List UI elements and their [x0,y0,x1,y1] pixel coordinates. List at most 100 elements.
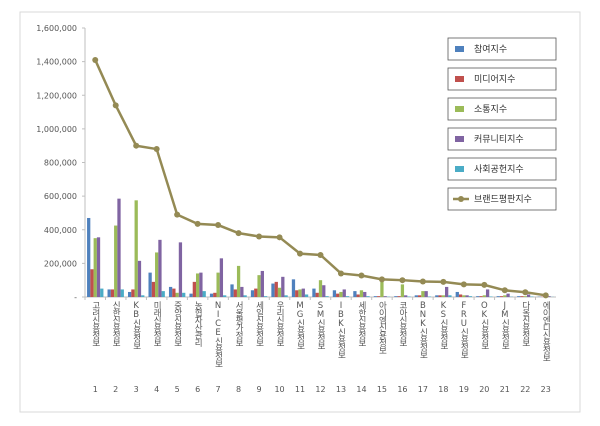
x-tick-label: 우리신용정보 [275,301,285,346]
line-marker [420,279,426,285]
bar [100,289,103,297]
legend-label: 커뮤니티지수 [474,134,524,145]
rank-label: 15 [377,385,387,394]
legend-label: 미디어지수 [474,74,515,85]
bar [138,261,141,297]
x-tick-label: 고려신용정보 [90,301,100,346]
bar [135,200,138,297]
bar [193,282,196,297]
bar [281,277,284,297]
rank-label: 3 [134,385,139,394]
x-tick-label: OK신용정보 [479,301,489,349]
x-tick-label: 다올신용정보 [520,301,530,346]
bar [397,296,400,297]
rank-label: 9 [257,385,262,394]
x-tick-label: 신한신용정보 [111,301,121,346]
bar [312,289,315,297]
bar [97,237,100,297]
line-marker [522,289,528,295]
bar [394,296,397,297]
rank-label: 4 [154,385,159,394]
bar [456,292,459,297]
bar [476,296,479,297]
bar [497,296,500,297]
line-marker [92,57,98,63]
bar [278,288,281,297]
bar [182,293,185,297]
bar [366,296,369,297]
bar [339,292,342,297]
bar [237,266,240,297]
x-tick-label: 중앙신용정보 [172,301,182,346]
bar [94,238,97,297]
y-tick-label: 1,200,000 [36,91,77,100]
bar [428,296,431,297]
bar [506,294,509,297]
x-tick-label: JM신용정보 [500,301,510,349]
bar [264,296,267,297]
legend-label: 사회공헌지수 [474,164,524,175]
line-marker [461,281,467,287]
bar [111,289,114,297]
x-tick-label: 아이엠신용정보 [377,300,387,353]
x-tick-label: KB신용정보 [131,301,141,349]
bar [442,295,445,297]
bar [462,295,465,297]
y-tick-label: 800,000 [44,159,77,168]
y-tick-label: 1,600,000 [36,24,77,33]
bar [520,296,523,297]
bar [213,293,216,297]
line-marker [543,292,549,298]
bar [316,293,319,297]
line-marker [277,234,283,240]
rank-label: 7 [216,385,221,394]
x-tick-label: 서울평가정보 [234,301,244,346]
line-marker [256,233,262,239]
rank-label: 21 [500,385,510,394]
legend-swatch [455,136,464,142]
x-tick-label: 코아신용정보 [397,301,407,346]
bar [333,290,336,297]
bar [469,296,472,297]
bar [374,296,377,297]
bar [530,296,533,297]
rank-label: 20 [479,385,489,394]
legend-swatch [455,76,464,82]
line-marker [481,282,487,288]
bar [179,242,182,297]
legend-label: 브랜드평판지수 [474,194,532,205]
bar [90,269,93,297]
bar [169,287,172,297]
line-marker [379,276,385,282]
bar [162,291,165,297]
bar [524,296,527,297]
rank-label: 12 [315,385,325,394]
bar [230,284,233,297]
y-tick-label: 200,000 [44,259,77,268]
bar [465,295,468,297]
line-marker [440,279,446,285]
line-marker [154,146,160,152]
x-tick-label: SM신용정보 [316,301,326,349]
bar [377,296,380,297]
line-marker [502,287,508,293]
bar [251,290,254,297]
line-marker [236,230,242,236]
bar [445,287,448,297]
x-tick-label: 세일신용정보 [254,301,264,346]
bar [384,296,387,297]
bar [418,295,421,297]
line-marker [174,212,180,218]
bar [503,295,506,297]
bar [131,289,134,297]
bar [298,289,301,297]
bar [176,293,179,297]
rank-label: 23 [541,385,551,394]
y-tick-label: 600,000 [44,192,77,201]
bar [380,282,383,297]
bar [189,294,192,297]
line-marker [318,252,324,258]
bar [172,289,175,297]
rank-label: 18 [438,385,448,394]
